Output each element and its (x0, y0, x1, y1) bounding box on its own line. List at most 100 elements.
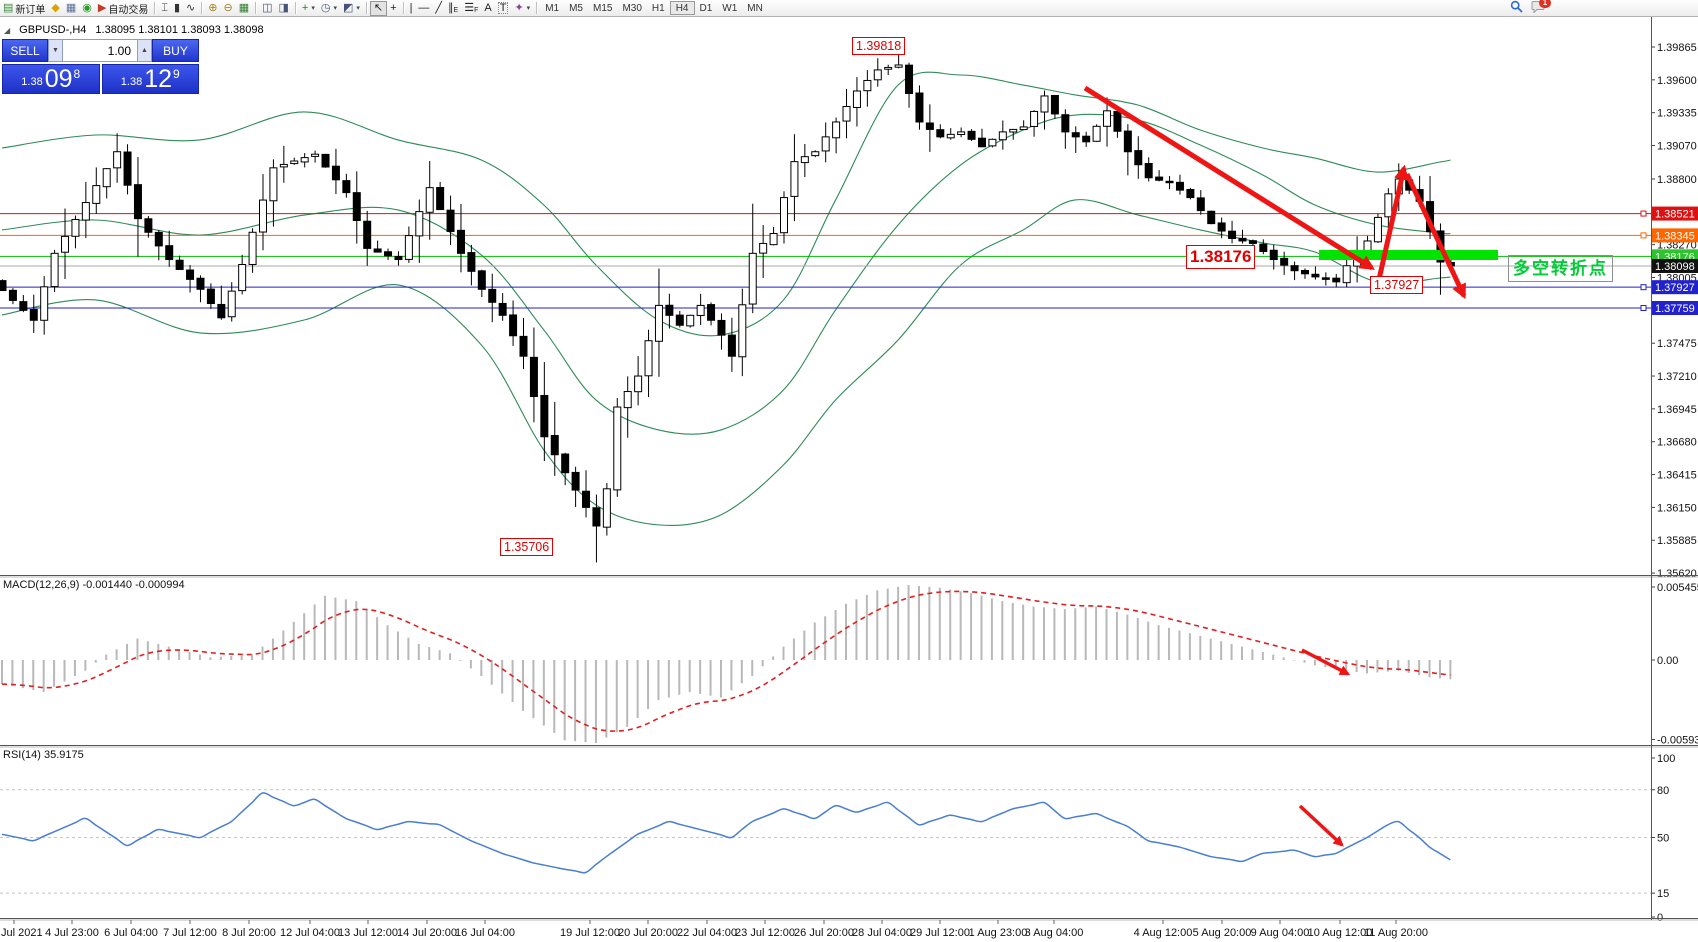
hline-handle[interactable] (1640, 210, 1647, 217)
macd-histogram-bar (303, 613, 306, 660)
axis-tick-label: 1.39600 (1657, 75, 1697, 87)
dropdown-caret-icon: ▾ (311, 5, 315, 12)
volume-increase-button[interactable]: ▲ (137, 39, 152, 62)
indicators-window-icon[interactable]: ◫ (259, 1, 275, 15)
notification-badge: 1 (1539, 0, 1551, 8)
sell-button[interactable]: SELL (2, 39, 48, 62)
macd-histogram-bar (970, 593, 973, 660)
candle-body (644, 340, 653, 377)
timeframe-m5-button[interactable]: M5 (569, 2, 583, 14)
candle-body (727, 334, 736, 357)
price-axis[interactable]: 1.39865 1.39600 1.39335 1.39070 1.38800 1.382… (1651, 42, 1698, 580)
channel-tool[interactable]: ∥ E (445, 1, 461, 15)
cleanup-icon[interactable]: ◆ (48, 1, 62, 15)
new-order-button[interactable]: ▤ 新订单 (0, 1, 48, 16)
time-axis[interactable]: Jul 2021 4 Jul 23:00 6 Jul 04:00 7 Jul 12:0… (1, 920, 1428, 939)
timeframe-m15-button[interactable]: M15 (593, 2, 613, 14)
bollinger-lower-band (1, 199, 1451, 526)
trend-arrow[interactable] (1375, 164, 1409, 285)
chart-window-icon[interactable]: ▦ (63, 1, 79, 15)
candle-body (290, 160, 299, 165)
add-indicator-button[interactable]: + ▾ (299, 1, 318, 15)
line-chart-icon[interactable]: ∿ (183, 1, 198, 15)
notifications-icon[interactable]: 1 (1531, 0, 1551, 16)
text-tool[interactable]: A (481, 1, 494, 15)
timeframe-m30-button[interactable]: M30 (622, 2, 642, 14)
annotation-swinglow-price-label[interactable]: 1.37927 (1370, 276, 1424, 294)
macd-arrow-annotation[interactable] (1301, 648, 1351, 676)
trend-arrow[interactable] (1404, 172, 1467, 300)
trend-arrow[interactable] (1083, 85, 1375, 271)
hline-handle[interactable] (1640, 284, 1647, 291)
macd-histogram-bar (699, 660, 702, 694)
buy-button[interactable]: BUY (152, 39, 199, 62)
zoom-in-icon[interactable]: ⊕ (205, 1, 220, 15)
rsi-axis-label: 15 (1657, 888, 1669, 900)
vertical-line-tool[interactable]: | (407, 1, 416, 15)
candlestick-chart-icon[interactable]: ▮ (171, 1, 183, 15)
candle-body (248, 231, 257, 265)
cursor-tool-button[interactable]: ↖ (369, 0, 388, 16)
objects-window-icon[interactable]: ◨ (276, 1, 292, 15)
time-label: 19 Jul 12:00 (560, 927, 620, 939)
toolbar-separator (154, 2, 156, 14)
candle-body (1061, 114, 1070, 133)
templates-button[interactable]: ◩ ▾ (340, 1, 363, 15)
zoom-out-icon[interactable]: ⊖ (220, 1, 235, 15)
sell-price-display[interactable]: 1.38 09 8 (2, 64, 100, 94)
macd-histogram-bar (344, 599, 347, 660)
timeframe-h4-button[interactable]: H4 (669, 1, 695, 15)
candle-body (206, 288, 215, 305)
green-highlight-bar[interactable] (1319, 250, 1498, 260)
macd-histogram-bar (438, 650, 441, 660)
annotation-level-price-label[interactable]: 1.38176 (1186, 245, 1256, 269)
autotrading-button[interactable]: ▶ 自动交易 (95, 1, 151, 16)
macd-axis-label: 0.005455 (1657, 582, 1698, 594)
price-badge-text: 1.37759 (1655, 303, 1695, 315)
macd-histogram-bar (1, 660, 3, 685)
axis-tick-label: 1.39070 (1657, 141, 1697, 153)
signals-icon[interactable]: ◉ (79, 1, 95, 15)
volume-decrease-button[interactable]: ▼ (48, 39, 63, 62)
annotation-low-price-label[interactable]: 1.35706 (500, 538, 554, 556)
hline-handle[interactable] (1640, 232, 1647, 239)
trendline-tool[interactable]: ╱ (432, 1, 445, 15)
axis-tick-label: 1.39335 (1657, 108, 1697, 120)
cleanup-icon-glyph: ◆ (51, 2, 60, 14)
search-icon[interactable] (1510, 0, 1523, 16)
line-chart-icon-glyph: ∿ (186, 2, 196, 14)
text-label-tool[interactable]: T (495, 1, 512, 15)
volume-input[interactable]: 1.00 (63, 39, 137, 62)
horizontal-line-tool[interactable]: — (415, 1, 432, 15)
time-label: 4 Jul 23:00 (45, 927, 99, 939)
buy-price-display[interactable]: 1.38 12 9 (101, 64, 199, 94)
timeframe-w1-button[interactable]: W1 (722, 2, 738, 14)
timeframe-d1-button[interactable]: D1 (699, 2, 713, 14)
hline-handle[interactable] (1640, 304, 1647, 311)
candle-body (1321, 277, 1330, 280)
rsi-arrow-annotation[interactable] (1298, 804, 1344, 847)
symbol-triangle-icon: ◢ (4, 25, 11, 35)
periods-button[interactable]: ◷ ▾ (318, 1, 340, 15)
macd-histogram-bar (1022, 604, 1025, 660)
candle-body (1373, 216, 1382, 243)
annotation-high-price-label[interactable]: 1.39818 (852, 37, 906, 55)
macd-histogram-bar (1126, 614, 1129, 660)
tile-windows-icon[interactable]: ▦ (236, 1, 252, 15)
crosshair-tool-button[interactable]: + (387, 1, 399, 15)
shapes-tool[interactable]: ✦ ▾ (511, 1, 533, 15)
toolbar-group-insert: + ▾ ◷ ▾ ◩ ▾ (299, 0, 363, 16)
candle-body (675, 314, 684, 326)
bar-chart-icon[interactable]: ⌶ (158, 1, 171, 15)
macd-histogram-bar (1334, 660, 1337, 669)
macd-histogram-bar (105, 654, 108, 660)
macd-histogram-bar (407, 637, 410, 660)
candle-body (1207, 210, 1216, 225)
annotation-note-box[interactable]: 多空转折点 (1508, 255, 1613, 282)
timeframe-m1-button[interactable]: M1 (545, 2, 560, 14)
fibonacci-tool[interactable]: ☰ F (461, 1, 481, 15)
timeframe-mn-button[interactable]: MN (747, 2, 763, 14)
macd-histogram-bar (126, 643, 129, 660)
timeframe-h1-button[interactable]: H1 (651, 2, 665, 14)
